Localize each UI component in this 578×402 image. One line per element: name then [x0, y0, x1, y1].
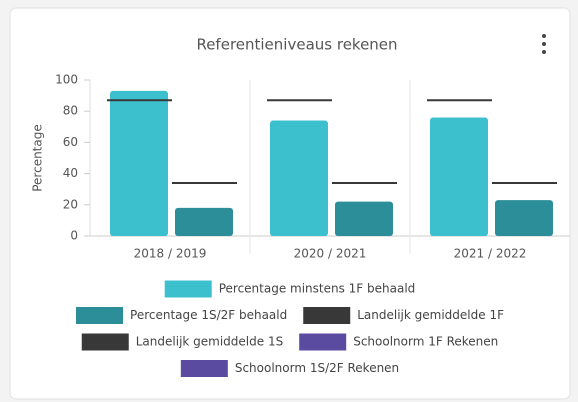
x-tick-label: 2021 / 2022 [454, 247, 527, 261]
legend-label: Schoolnorm 1F Rekenen [353, 335, 498, 349]
legend-item[interactable]: Percentage 1S/2F behaald [76, 307, 287, 324]
legend-item[interactable]: Schoolnorm 1F Rekenen [299, 333, 498, 351]
legend-swatch [76, 307, 124, 324]
legend-swatch [299, 333, 347, 351]
legend-label: Schoolnorm 1S/2F Rekenen [235, 361, 399, 375]
legend-label: Landelijk gemiddelde 1S [136, 335, 283, 349]
bar [175, 207, 233, 236]
menu-dot [542, 34, 546, 38]
legend-item[interactable]: Landelijk gemiddelde 1F [303, 307, 504, 324]
x-tick-label: 2018 / 2019 [134, 247, 207, 261]
y-tick-label: 40 [63, 166, 78, 180]
bar [335, 201, 393, 236]
menu-dot [542, 50, 546, 54]
legend-swatch [180, 360, 228, 377]
y-tick-label: 100 [55, 73, 78, 87]
legend-swatch [303, 307, 351, 324]
bar [270, 120, 328, 236]
legend-label: Percentage minstens 1F behaald [219, 282, 416, 296]
y-axis-label: Percentage [31, 124, 45, 192]
legend-item[interactable]: Percentage minstens 1F behaald [164, 280, 416, 298]
y-tick-label: 20 [63, 197, 78, 211]
y-tick-label: 0 [70, 229, 78, 243]
chart-title: Referentieniveaus rekenen [196, 36, 397, 54]
legend-row: Landelijk gemiddelde 1S Schoolnorm 1F Rek… [81, 333, 498, 351]
legend-swatch [81, 333, 129, 351]
legend-item[interactable]: Schoolnorm 1S/2F Rekenen [180, 360, 399, 377]
legend-swatch [164, 280, 212, 298]
y-tick-label: 60 [63, 135, 78, 149]
legend-item[interactable]: Landelijk gemiddelde 1S [81, 333, 283, 351]
legend-row: Percentage minstens 1F behaald [164, 280, 416, 298]
legend-row: Schoolnorm 1S/2F Rekenen [180, 360, 399, 377]
legend-label: Percentage 1S/2F behaald [130, 308, 287, 322]
legend-label: Landelijk gemiddelde 1F [357, 308, 504, 322]
bar [430, 117, 488, 236]
menu-button[interactable] [542, 34, 546, 54]
x-tick-label: 2020 / 2021 [294, 247, 367, 261]
menu-dot [542, 42, 546, 46]
y-tick-label: 80 [63, 104, 78, 118]
legend-row: Percentage 1S/2F behaald Landelijk gemidd… [76, 307, 504, 324]
bar [495, 200, 553, 236]
bar [110, 90, 168, 236]
legend: Percentage minstens 1F behaald Percentage… [76, 280, 504, 377]
